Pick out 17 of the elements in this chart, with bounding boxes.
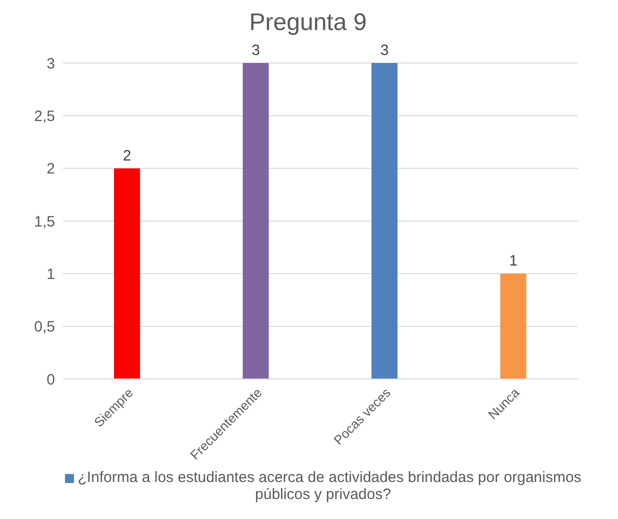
bar — [500, 274, 526, 379]
y-tick-label: 0,5 — [34, 318, 55, 336]
legend-label: ¿Informa a los estudiantes acerca de actividades brindadas por organismos públicos y privados? — [78, 469, 582, 503]
y-tick-label: 1,5 — [34, 213, 55, 230]
y-tick-label: 2,5 — [34, 108, 55, 125]
data-label: 1 — [509, 252, 518, 270]
y-tick-label: 1 — [46, 266, 55, 283]
data-label: 2 — [122, 147, 132, 164]
y-tick-label: 2 — [46, 160, 55, 178]
data-label: 3 — [252, 42, 260, 59]
y-tick-label: 3 — [46, 55, 55, 72]
bar — [242, 63, 269, 379]
data-label: 3 — [380, 42, 389, 59]
bar — [114, 168, 140, 379]
y-tick-label: 0 — [46, 371, 55, 388]
chart-title: Pregunta 9 — [248, 8, 368, 38]
bar — [372, 63, 398, 379]
